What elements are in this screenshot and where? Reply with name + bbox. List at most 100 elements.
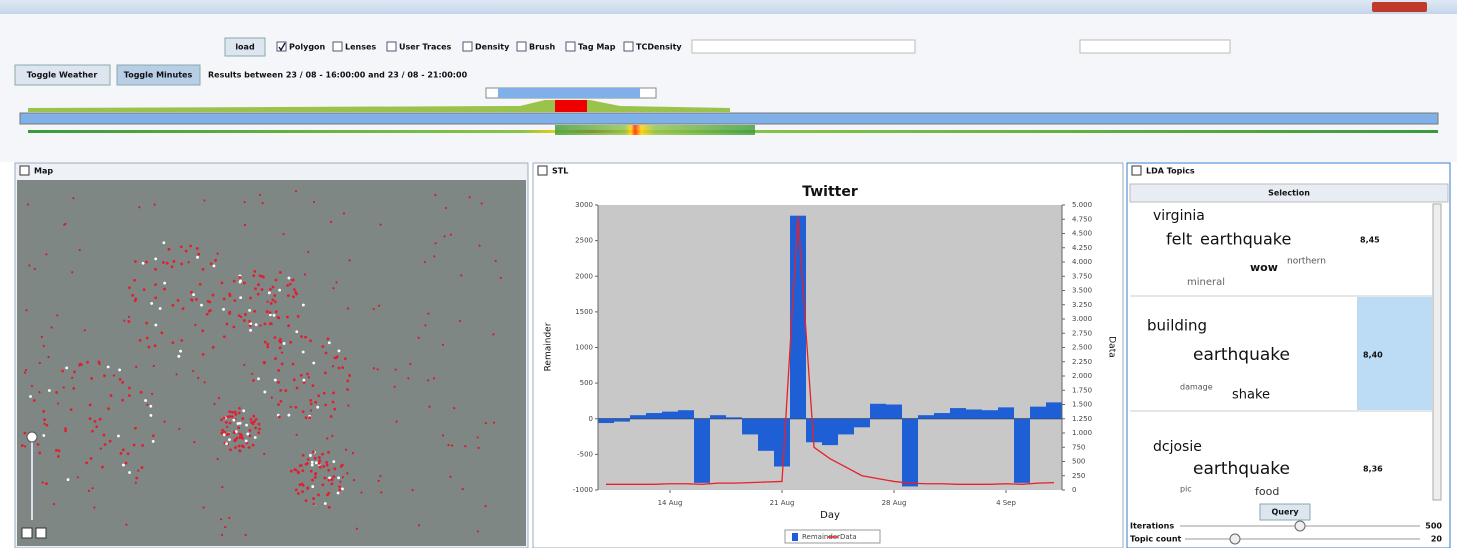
zoom-thumb[interactable]	[27, 432, 37, 442]
map-point	[330, 415, 333, 418]
map-point	[259, 324, 261, 326]
map-point	[193, 441, 195, 443]
map-point	[150, 414, 153, 417]
map-point	[332, 287, 334, 289]
map-point	[248, 309, 251, 312]
map-point	[107, 366, 110, 369]
map-point	[238, 412, 241, 415]
bar	[838, 419, 854, 435]
bar	[598, 419, 614, 423]
map-point	[190, 291, 193, 294]
text-field[interactable]	[692, 40, 915, 53]
map-point	[78, 364, 80, 366]
map-point	[274, 379, 277, 382]
map-point	[315, 461, 318, 464]
map-point	[332, 460, 335, 463]
map-point	[332, 401, 335, 404]
map-point	[185, 250, 188, 253]
checkbox[interactable]	[517, 42, 526, 51]
map-point	[245, 440, 248, 443]
map-point	[275, 310, 278, 313]
map-point	[63, 386, 65, 388]
map-point	[279, 400, 282, 403]
map-point	[312, 497, 315, 500]
map-point	[344, 357, 347, 360]
map-point	[333, 408, 336, 411]
y2-tick-label: 5.000	[1072, 201, 1092, 209]
bar	[614, 419, 630, 422]
map-point	[395, 368, 397, 370]
scrollbar[interactable]	[1433, 204, 1441, 500]
checkbox[interactable]	[463, 42, 472, 51]
map-point	[228, 312, 231, 315]
zoom-in[interactable]	[36, 528, 46, 538]
map-point	[90, 457, 93, 460]
map-point	[331, 482, 334, 485]
legend-label: Data	[840, 533, 857, 541]
topic-word: shake	[1232, 388, 1270, 403]
slider-thumb[interactable]	[1295, 521, 1305, 531]
map-point	[90, 377, 93, 380]
map-point	[29, 395, 32, 398]
map-point	[223, 297, 226, 300]
map-point	[300, 374, 303, 377]
plot-area	[598, 205, 1062, 490]
map-point	[380, 224, 382, 226]
checkbox[interactable]	[333, 42, 342, 51]
map-point	[38, 452, 41, 455]
text-field[interactable]	[1080, 40, 1230, 53]
map-point	[328, 341, 331, 344]
map-point	[254, 426, 257, 429]
map-point	[433, 255, 435, 257]
bar	[742, 419, 758, 435]
map-point	[233, 280, 236, 283]
map-point	[27, 203, 29, 205]
checkbox[interactable]	[566, 42, 575, 51]
map-point	[224, 526, 226, 528]
y2-axis-title: Data	[1107, 336, 1117, 358]
map-point	[212, 346, 215, 349]
map-point	[225, 433, 228, 436]
y2-tick-label: 2.000	[1072, 372, 1092, 380]
map-point	[199, 283, 202, 286]
map-point	[295, 488, 298, 491]
map-point	[311, 485, 314, 488]
checkbox[interactable]	[624, 42, 633, 51]
map-point	[162, 261, 165, 264]
map-point	[180, 263, 183, 266]
window-controls[interactable]	[1372, 2, 1427, 12]
map[interactable]	[17, 180, 526, 546]
bar	[902, 419, 918, 487]
slider-thumb[interactable]	[1230, 534, 1240, 544]
y2-tick-label: 0	[1072, 486, 1076, 494]
map-point	[279, 271, 282, 274]
map-point	[72, 197, 74, 199]
map-point	[275, 279, 278, 282]
map-point	[220, 418, 223, 421]
topic-word: food	[1255, 485, 1279, 498]
map-point	[145, 261, 148, 264]
map-point	[61, 370, 64, 373]
map-point	[377, 368, 379, 370]
map-point	[335, 281, 337, 283]
map-point	[411, 489, 413, 491]
timeline-scroll[interactable]	[20, 113, 1438, 124]
map-point	[338, 349, 341, 352]
bar	[662, 412, 678, 419]
range-thumb[interactable]	[498, 88, 640, 98]
map-point	[67, 478, 70, 481]
map-point	[197, 377, 199, 379]
topic-word: damage	[1180, 383, 1213, 392]
map-point	[127, 452, 130, 455]
map-point	[41, 336, 43, 338]
zoom-out[interactable]	[22, 528, 32, 538]
map-point	[347, 307, 349, 309]
checkbox-label: Density	[475, 43, 510, 52]
map-point	[307, 458, 310, 461]
checkbox[interactable]	[387, 42, 396, 51]
map-point	[122, 448, 125, 451]
map-point	[418, 337, 420, 339]
map-point	[261, 288, 264, 291]
map-point	[152, 440, 155, 443]
map-point	[238, 407, 241, 410]
